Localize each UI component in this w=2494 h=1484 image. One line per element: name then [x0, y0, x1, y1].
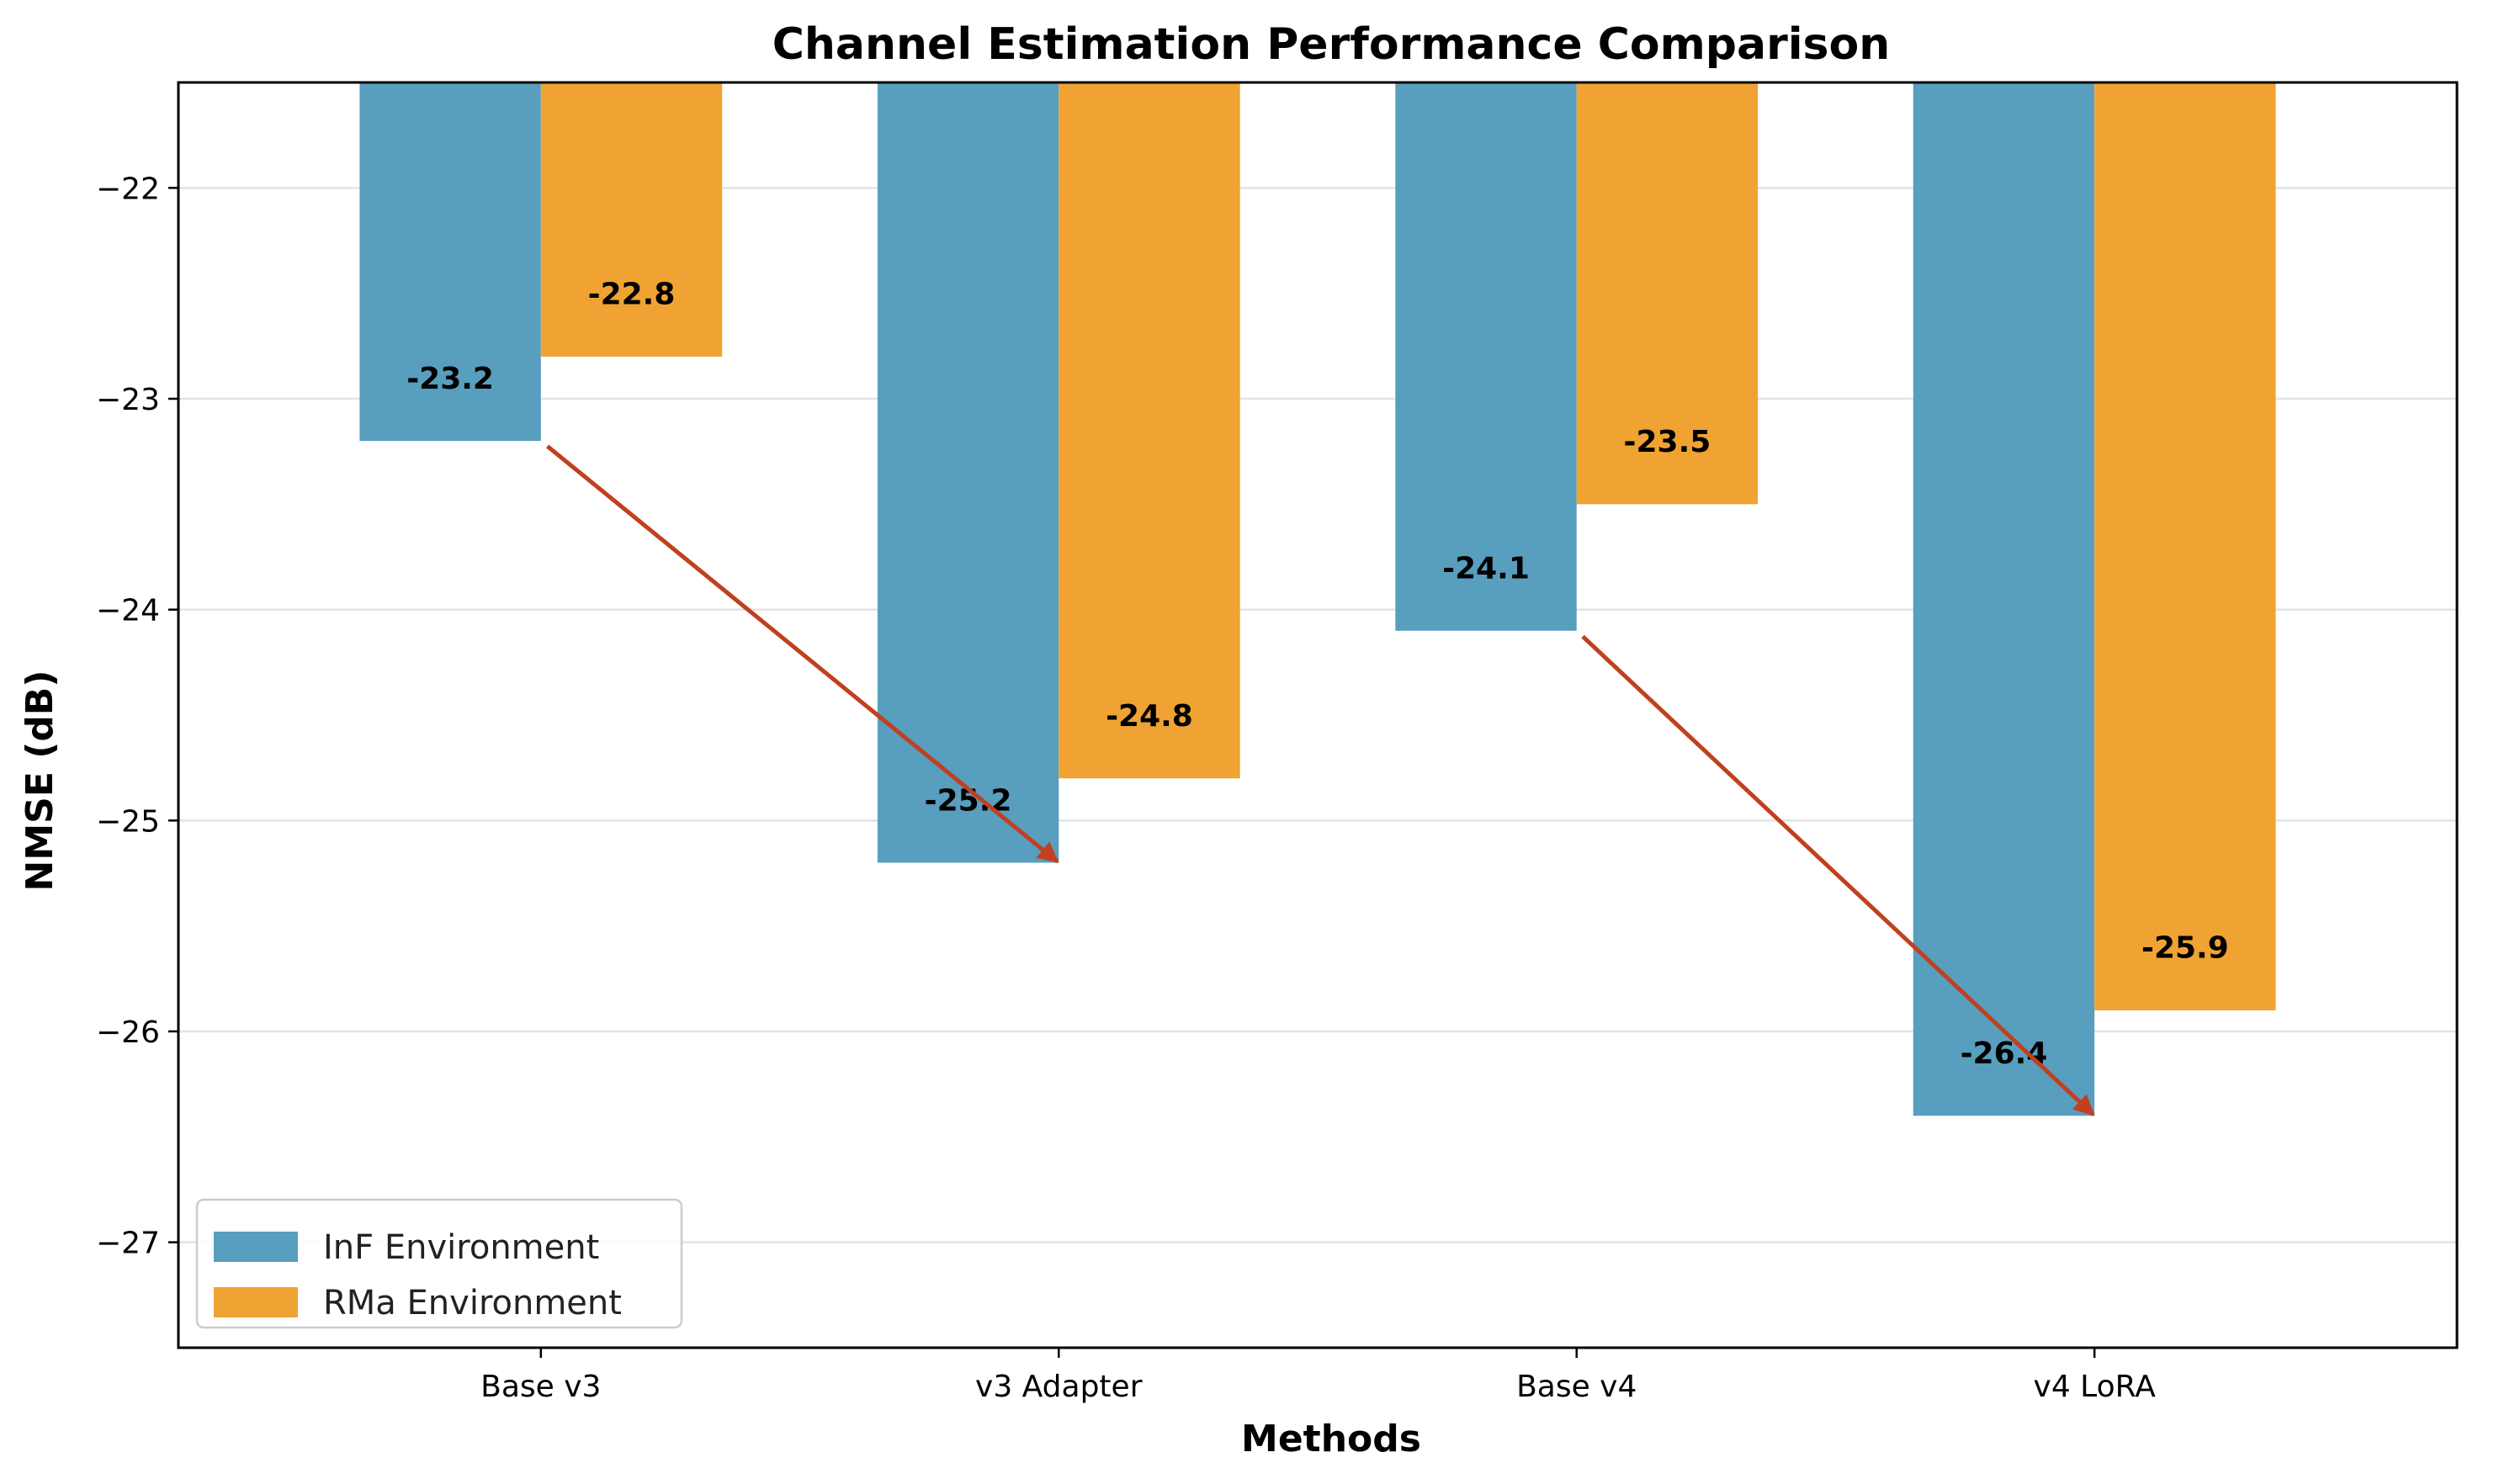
- y-tick-label: −25: [96, 804, 160, 839]
- legend: InF Environment RMa Environment: [195, 1198, 683, 1329]
- y-axis-label: NMSE (dB): [19, 670, 61, 892]
- legend-swatch: [214, 1287, 298, 1317]
- data-label: -26.4: [1961, 1036, 2048, 1071]
- y-tick-label: −26: [96, 1015, 160, 1050]
- improvement-arrow: [1581, 634, 2095, 1116]
- bar: [2094, 82, 2276, 1010]
- x-axis-label: Methods: [1241, 1418, 1421, 1460]
- bar: [1059, 82, 1240, 779]
- data-label: -25.9: [2141, 931, 2229, 966]
- data-label: -22.8: [588, 278, 676, 312]
- bar: [1576, 82, 1759, 505]
- bar: [540, 82, 723, 357]
- chart-title: Channel Estimation Performance Compariso…: [772, 19, 1891, 70]
- y-tick-label: −27: [96, 1227, 160, 1261]
- bar: [359, 82, 541, 442]
- data-label: -24.8: [1106, 699, 1193, 734]
- legend-box: [195, 1198, 683, 1329]
- y-tick-label: −22: [96, 172, 160, 206]
- data-label: -23.2: [406, 362, 494, 396]
- legend-swatch: [214, 1232, 298, 1262]
- data-label: -23.5: [1624, 425, 1711, 459]
- bars-layer: [359, 82, 2276, 1116]
- plot-frame: [177, 81, 2459, 1349]
- y-tick-label: −23: [96, 383, 160, 417]
- improvement-arrow: [545, 444, 1059, 864]
- legend-label: RMa Environment: [323, 1284, 622, 1322]
- bar: [1913, 82, 2095, 1116]
- data-labels-layer: -23.2-25.2-24.1-26.4-22.8-24.8-23.5-25.9: [406, 278, 2229, 1071]
- x-tick-label: Base v4: [1516, 1370, 1637, 1404]
- axes-layer: −22 −23 −24 −25 −26 −27 Base v3 v3 Adapter Base …: [96, 81, 2459, 1404]
- x-tick-label: Base v3: [480, 1370, 601, 1404]
- legend-label: InF Environment: [323, 1228, 599, 1267]
- bar: [1395, 82, 1577, 631]
- data-label: -24.1: [1442, 552, 1530, 586]
- arrows-layer: [545, 444, 2095, 1116]
- y-tick-label: −24: [96, 594, 160, 628]
- bar: [877, 82, 1059, 863]
- x-tick-label: v3 Adapter: [975, 1370, 1143, 1404]
- x-tick-label: v4 LoRA: [2034, 1370, 2157, 1404]
